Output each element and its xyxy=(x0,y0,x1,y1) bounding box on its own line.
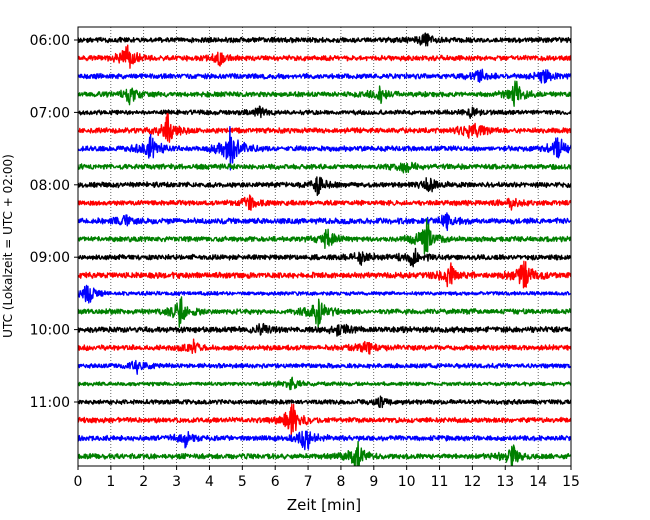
trace-row-1015 xyxy=(78,338,571,355)
x-tick-label: 14 xyxy=(529,474,547,490)
trace-row-0630 xyxy=(78,68,571,84)
y-tick-label: 06:00 xyxy=(30,33,70,49)
trace-row-1115 xyxy=(78,403,571,437)
x-tick-label: 12 xyxy=(463,474,481,490)
trace-row-1145 xyxy=(78,440,571,466)
plot-frame xyxy=(77,26,572,467)
x-axis-label: Zeit [min] xyxy=(287,496,361,514)
y-tick-label: 11:00 xyxy=(30,395,70,411)
x-tick-label: 15 xyxy=(562,474,580,490)
trace-row-0830 xyxy=(78,212,571,232)
trace-row-0715 xyxy=(78,112,571,143)
trace-row-0815 xyxy=(78,194,571,211)
trace-row-1100 xyxy=(78,395,571,409)
y-tick-label: 10:00 xyxy=(30,323,70,339)
trace-row-0945 xyxy=(78,296,571,329)
y-axis-ticks: 06:00 07:00 08:00 09:00 10:00 11:00 xyxy=(30,33,78,411)
x-tick-label: 9 xyxy=(369,474,378,490)
trace-row-1045 xyxy=(78,376,571,391)
x-axis-ticks: 0 1 2 3 4 5 6 7 8 9 10 11 12 13 14 15 xyxy=(74,466,580,490)
x-tick-label: 2 xyxy=(139,474,148,490)
y-tick-label: 08:00 xyxy=(30,178,70,194)
trace-row-0615 xyxy=(78,44,571,69)
x-tick-label: 1 xyxy=(106,474,115,490)
trace-row-1000 xyxy=(78,322,571,337)
trace-row-0800 xyxy=(78,176,571,197)
x-tick-label: 4 xyxy=(205,474,214,490)
x-tick-label: 3 xyxy=(172,474,181,490)
x-tick-label: 0 xyxy=(74,474,83,490)
trace-rows xyxy=(78,32,571,466)
vertical-grid-lines xyxy=(110,27,539,466)
trace-row-0600 xyxy=(78,32,571,47)
y-tick-label: 09:00 xyxy=(30,250,70,266)
trace-row-0745 xyxy=(78,161,571,174)
trace-row-0930 xyxy=(78,284,571,304)
trace-row-1130 xyxy=(78,430,571,451)
x-tick-label: 5 xyxy=(238,474,247,490)
trace-row-0900 xyxy=(78,247,571,268)
x-tick-label: 6 xyxy=(271,474,280,490)
trace-row-0730 xyxy=(78,126,571,171)
x-tick-label: 13 xyxy=(496,474,514,490)
trace-row-1030 xyxy=(78,359,571,375)
y-tick-label: 07:00 xyxy=(30,105,70,121)
x-tick-label: 11 xyxy=(431,474,449,490)
trace-row-0700 xyxy=(78,105,571,119)
trace-row-0845 xyxy=(78,218,571,255)
x-tick-label: 8 xyxy=(336,474,345,490)
x-tick-label: 7 xyxy=(304,474,313,490)
x-tick-label: 10 xyxy=(398,474,416,490)
y-axis-label: UTC (Lokalzeit = UTC + 02:00) xyxy=(1,154,15,338)
trace-row-0915 xyxy=(78,260,571,289)
trace-row-0645 xyxy=(78,80,571,107)
